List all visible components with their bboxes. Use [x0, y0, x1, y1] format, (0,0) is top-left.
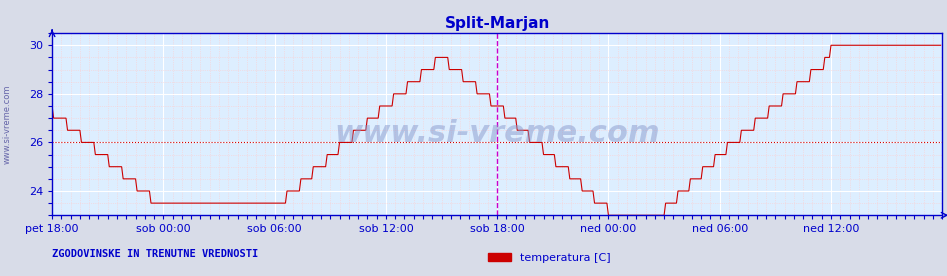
Text: www.si-vreme.com: www.si-vreme.com: [334, 119, 660, 148]
Title: Split-Marjan: Split-Marjan: [444, 15, 550, 31]
Legend: temperatura [C]: temperatura [C]: [484, 249, 615, 268]
Text: www.si-vreme.com: www.si-vreme.com: [3, 84, 12, 164]
Text: ZGODOVINSKE IN TRENUTNE VREDNOSTI: ZGODOVINSKE IN TRENUTNE VREDNOSTI: [52, 249, 259, 259]
